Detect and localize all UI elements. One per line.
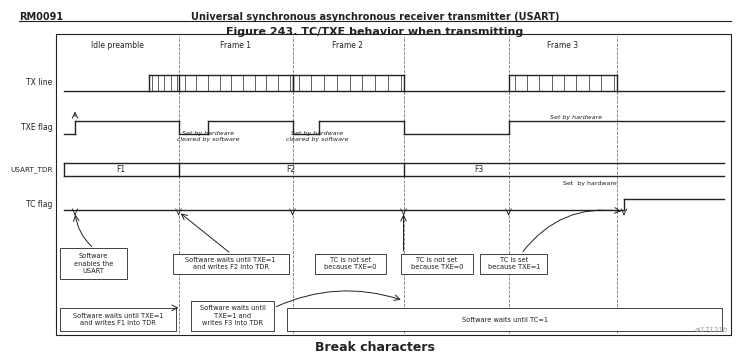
Text: Set  by hardware: Set by hardware [562,181,616,186]
Text: F1: F1 [116,165,126,174]
Text: Universal synchronous asynchronous receiver transmitter (USART): Universal synchronous asynchronous recei… [190,12,560,22]
Bar [56,34,731,335]
Text: Idle preamble: Idle preamble [91,41,144,50]
Bar [60,308,176,331]
Text: F3: F3 [474,165,483,174]
Text: Software waits until TXE=1
and writes F1 into TDR: Software waits until TXE=1 and writes F1… [73,313,164,326]
Text: Set by hardware
cleared by software: Set by hardware cleared by software [177,131,240,142]
Text: Software waits until TXE=1
and writes F2 into TDR: Software waits until TXE=1 and writes F2… [185,257,276,270]
Bar [315,254,386,274]
Text: Software
enables the
USART: Software enables the USART [74,253,113,274]
Text: F2: F2 [286,165,296,174]
Bar [191,301,274,331]
Text: Frame 3: Frame 3 [547,41,578,50]
Text: TC is not set
because TXE=0: TC is not set because TXE=0 [324,257,376,270]
Text: USART_TDR: USART_TDR [10,167,53,173]
Text: TX line: TX line [26,78,53,87]
Text: TC is not set
because TXE=0: TC is not set because TXE=0 [411,257,463,270]
Text: Frame 2: Frame 2 [332,41,364,50]
Bar [60,248,128,279]
Text: Set by hardware
cleared by software: Set by hardware cleared by software [286,131,348,142]
Text: RM0091: RM0091 [19,12,63,22]
Text: Set by hardware: Set by hardware [550,114,602,120]
Text: Figure 243. TC/TXE behavior when transmitting: Figure 243. TC/TXE behavior when transmi… [226,27,524,37]
Text: Software waits until
TXE=1 and
writes F3 into TDR: Software waits until TXE=1 and writes F3… [200,305,266,327]
Bar [401,254,472,274]
Text: Software waits until TC=1: Software waits until TC=1 [462,316,548,323]
Text: ai17121b: ai17121b [694,327,728,333]
Bar [172,254,289,274]
Text: Break characters: Break characters [315,341,435,354]
Bar [480,254,548,274]
Text: TC is set
because TXE=1: TC is set because TXE=1 [488,257,540,270]
Bar [287,308,722,331]
Text: Frame 1: Frame 1 [220,41,251,50]
Text: TC flag: TC flag [26,200,53,209]
Text: TXE flag: TXE flag [21,123,53,132]
